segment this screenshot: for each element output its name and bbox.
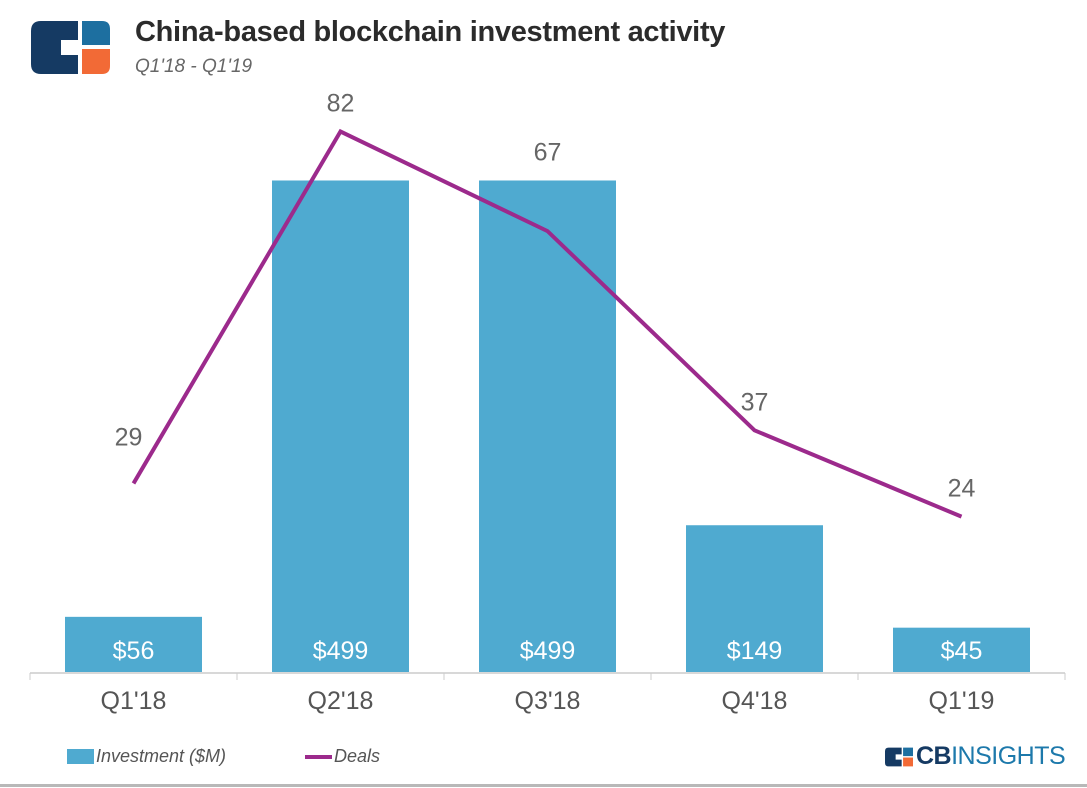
bar-investment-2 <box>479 180 616 673</box>
bar-investment-0 <box>65 616 202 672</box>
legend-label-investment: Investment ($M) <box>96 746 227 766</box>
chart-title: China-based blockchain investment activi… <box>135 16 726 48</box>
x-tick-label: Q2'18 <box>308 687 374 715</box>
brand-insights: INSIGHTS <box>951 742 1066 770</box>
brand-logo: CB INSIGHTS <box>885 742 1066 771</box>
legend-swatch-investment <box>67 749 94 764</box>
bar-label: $499 <box>313 637 369 665</box>
cb-mark-icon <box>885 747 913 766</box>
bar-investment-3 <box>686 525 823 672</box>
bar-label: $149 <box>727 637 783 665</box>
x-tick-label: Q1'19 <box>929 687 995 715</box>
x-tick-label: Q4'18 <box>722 687 788 715</box>
deals-label: 67 <box>534 138 562 166</box>
bottom-rule <box>0 784 1087 787</box>
x-tick-label: Q1'18 <box>101 687 167 715</box>
legend-investment: Investment ($M) <box>67 746 226 767</box>
brand-cb: CB <box>916 742 952 770</box>
deals-label: 29 <box>115 423 143 451</box>
chart-subtitle: Q1'18 - Q1'19 <box>135 56 253 77</box>
chart: $56 Q1'18 $499 Q2'18 $499 Q3'18 $149 Q4'18 $45 Q1… <box>29 90 1066 715</box>
bar-investment-1 <box>272 180 409 673</box>
legend-swatch-deals <box>305 754 332 759</box>
legend-deals: Deals <box>305 746 380 767</box>
deals-label: 24 <box>948 475 976 503</box>
deals-label: 82 <box>327 90 355 118</box>
bar-label: $56 <box>113 637 155 665</box>
cb-insights-logo <box>31 21 110 74</box>
bar-label: $45 <box>941 637 983 665</box>
legend-label-deals: Deals <box>334 746 381 766</box>
x-tick-label: Q3'18 <box>515 687 581 715</box>
bar-label: $499 <box>520 637 576 665</box>
deals-label: 37 <box>741 388 769 416</box>
bar-investment-4 <box>893 627 1030 672</box>
